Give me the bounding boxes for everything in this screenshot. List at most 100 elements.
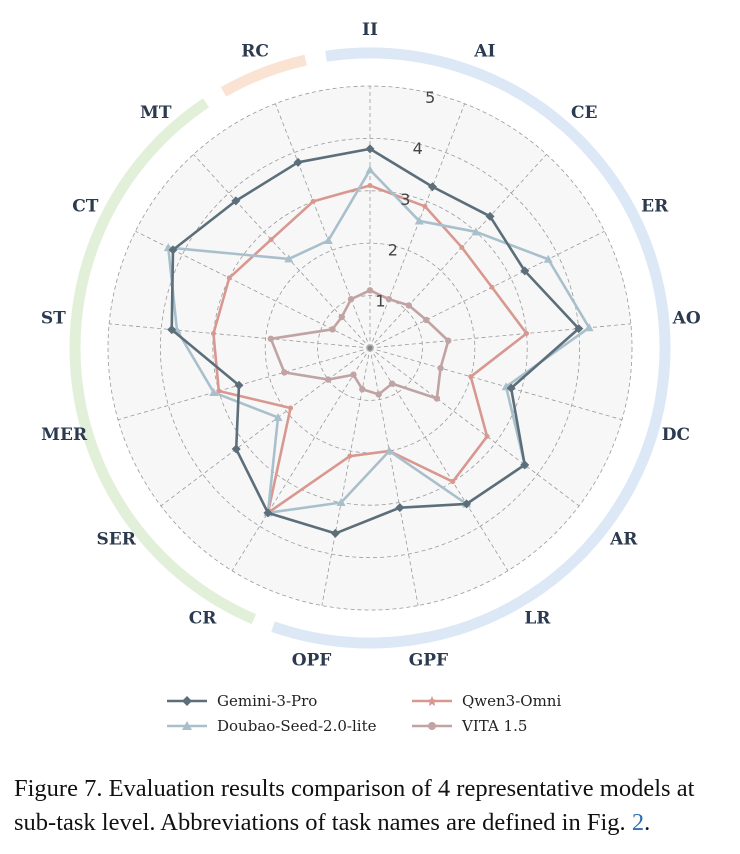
data-point	[506, 383, 516, 393]
data-point	[367, 183, 373, 189]
caption-figure-ref[interactable]: 2	[631, 809, 645, 836]
data-point	[524, 330, 530, 336]
data-point	[268, 237, 274, 243]
data-point	[365, 165, 375, 174]
grid-spoke	[109, 323, 371, 349]
data-point	[437, 364, 444, 372]
data-point	[462, 499, 472, 509]
series-line	[212, 184, 528, 515]
axis-label-lr: LR	[524, 608, 551, 628]
series-line	[170, 147, 581, 535]
axis-label-mer: MER	[41, 425, 88, 445]
data-point	[216, 388, 222, 394]
grid-spoke	[369, 347, 419, 606]
legend-item-vita: VITA 1.5	[410, 715, 527, 737]
data-point	[574, 324, 584, 334]
figure-caption: Figure 7. Evaluation results comparison …	[14, 772, 730, 840]
series-layer	[163, 144, 594, 538]
legend: Gemini-3-Pro Doubao-Seed-2.0-lite Qwen3-…	[165, 690, 605, 740]
data-point	[489, 284, 495, 290]
group-ring-green	[69, 98, 257, 625]
r-tick-label: 2	[388, 241, 398, 260]
data-point	[385, 295, 393, 303]
category-group-rings	[69, 47, 671, 649]
center-point	[367, 345, 373, 351]
legend-item-doubao: Doubao-Seed-2.0-lite	[165, 715, 377, 737]
data-point	[273, 412, 283, 421]
legend-label-qwen: Qwen3-Omni	[462, 692, 562, 710]
data-point	[288, 405, 294, 411]
data-point	[414, 216, 424, 225]
radar-chart: II AI CE ER AO DC AR LR GPF OPF CR SER MER ST CT MT RC 1 2…	[41, 20, 701, 671]
data-point	[543, 254, 553, 263]
grid-circle	[159, 137, 581, 559]
radar-grid	[107, 85, 633, 611]
data-point	[267, 335, 275, 343]
data-point	[234, 380, 244, 390]
data-point	[338, 313, 345, 321]
legend-marker-gemini	[167, 696, 207, 706]
data-point	[350, 371, 357, 378]
data-point	[427, 182, 437, 192]
data-point	[226, 275, 232, 281]
legend-marker-vita	[412, 722, 452, 730]
grid-spoke	[369, 347, 623, 421]
data-point	[210, 330, 216, 336]
data-point	[388, 380, 396, 387]
grid-spoke	[369, 347, 580, 507]
group-ring-orange	[220, 54, 307, 97]
legend-marker-doubao	[167, 721, 207, 730]
data-point	[485, 211, 495, 221]
r-tick-label: 5	[425, 88, 435, 107]
axis-label-mt: MT	[140, 103, 172, 123]
r-tick-label: 3	[400, 190, 410, 209]
axis-label-ser: SER	[97, 530, 137, 550]
data-point	[422, 203, 428, 209]
data-point	[323, 236, 333, 245]
data-point	[450, 479, 456, 485]
grid-circle	[212, 190, 528, 506]
axis-label-ao: AO	[672, 309, 701, 329]
data-point	[471, 227, 481, 236]
data-point	[375, 391, 382, 398]
axis-label-opf: OPF	[292, 651, 332, 671]
axis-label-gpf: GPF	[409, 651, 448, 671]
grid-spoke	[369, 103, 466, 349]
data-point	[167, 325, 177, 335]
legend-item-gemini: Gemini-3-Pro	[165, 690, 317, 712]
r-tick-label: 4	[413, 139, 423, 158]
data-point	[423, 316, 430, 324]
data-point	[329, 326, 336, 333]
series-line	[167, 168, 591, 515]
axis-label-ai: AI	[473, 41, 495, 61]
grid-spoke	[231, 347, 371, 571]
caption-end: .	[644, 809, 651, 836]
grid-spoke	[369, 154, 547, 349]
data-point	[433, 395, 441, 402]
data-point	[209, 387, 219, 396]
data-point	[395, 503, 405, 513]
data-point	[468, 374, 474, 380]
axis-label-ar: AR	[609, 530, 638, 550]
data-point	[520, 266, 530, 276]
axis-label-ii: II	[362, 20, 378, 40]
data-point	[324, 376, 332, 383]
data-point	[384, 446, 394, 455]
data-point	[336, 498, 346, 507]
legend-label-doubao: Doubao-Seed-2.0-lite	[217, 717, 377, 735]
data-point	[484, 433, 490, 439]
group-ring-blue	[271, 47, 671, 649]
data-point	[366, 287, 374, 294]
axis-label-st: ST	[41, 309, 66, 329]
data-point	[405, 302, 413, 309]
legend-item-qwen: Qwen3-Omni	[410, 690, 561, 712]
axis-labels: II AI CE ER AO DC AR LR GPF OPF CR SER MER ST CT MT RC 1 2…	[41, 20, 701, 671]
data-point	[584, 323, 594, 332]
data-point	[347, 453, 353, 459]
r-tick-label: 1	[375, 292, 385, 311]
grid-spoke	[117, 347, 371, 421]
legend-label-vita: VITA 1.5	[462, 717, 528, 735]
grid-spoke	[369, 230, 605, 349]
data-point	[168, 245, 178, 255]
data-point	[310, 198, 316, 204]
